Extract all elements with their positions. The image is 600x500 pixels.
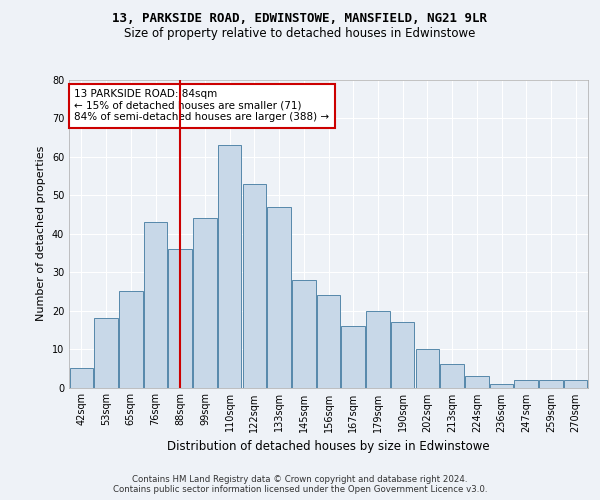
Bar [366, 310, 389, 388]
Bar [242, 184, 266, 388]
Bar [268, 207, 291, 388]
Bar [218, 146, 241, 388]
Bar [416, 349, 439, 388]
Bar [391, 322, 415, 388]
Bar [169, 249, 192, 388]
Bar [490, 384, 513, 388]
Bar [292, 280, 316, 388]
Y-axis label: Number of detached properties: Number of detached properties [36, 146, 46, 322]
Bar [440, 364, 464, 388]
Bar [341, 326, 365, 388]
Bar [465, 376, 488, 388]
Bar [317, 295, 340, 388]
Bar [564, 380, 587, 388]
Text: Contains HM Land Registry data © Crown copyright and database right 2024.
Contai: Contains HM Land Registry data © Crown c… [113, 474, 487, 494]
Text: 13, PARKSIDE ROAD, EDWINSTOWE, MANSFIELD, NG21 9LR: 13, PARKSIDE ROAD, EDWINSTOWE, MANSFIELD… [113, 12, 487, 26]
Bar [144, 222, 167, 388]
Text: 13 PARKSIDE ROAD: 84sqm
← 15% of detached houses are smaller (71)
84% of semi-de: 13 PARKSIDE ROAD: 84sqm ← 15% of detache… [74, 89, 329, 122]
Bar [539, 380, 563, 388]
Bar [514, 380, 538, 388]
Bar [94, 318, 118, 388]
Bar [119, 292, 143, 388]
Bar [193, 218, 217, 388]
Bar [70, 368, 93, 388]
X-axis label: Distribution of detached houses by size in Edwinstowe: Distribution of detached houses by size … [167, 440, 490, 453]
Text: Size of property relative to detached houses in Edwinstowe: Size of property relative to detached ho… [124, 28, 476, 40]
